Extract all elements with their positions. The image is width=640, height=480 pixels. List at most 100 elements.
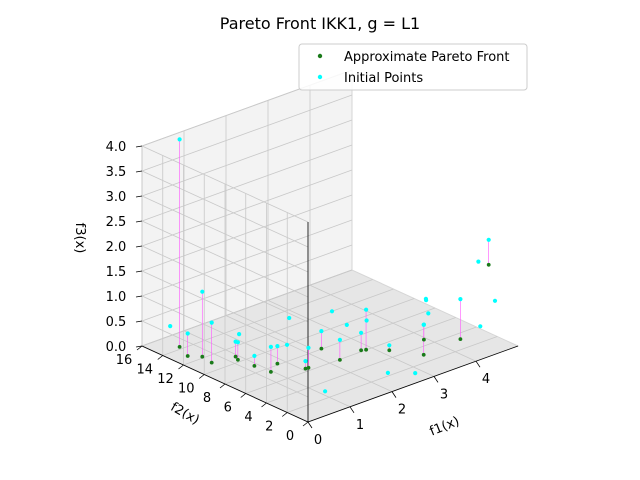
- y-tick-label: 4: [244, 410, 252, 425]
- grid-line-y: [224, 307, 436, 385]
- y-tick-label: 12: [157, 372, 174, 387]
- y-tick-label: 16: [116, 353, 133, 368]
- y-tick: [261, 402, 267, 408]
- grid-line-z: [141, 270, 309, 348]
- z-tick: [135, 270, 143, 273]
- initial-point: [458, 297, 463, 302]
- pareto-point: [209, 360, 214, 365]
- initial-point: [177, 137, 182, 142]
- z-tick-label: 1.0: [106, 290, 127, 305]
- initial-point: [385, 370, 390, 375]
- scatter-points: [168, 137, 498, 394]
- initial-point: [413, 371, 418, 376]
- initial-point: [275, 344, 280, 349]
- x-tick: [349, 406, 355, 414]
- grid-lines: [141, 69, 519, 423]
- legend-swatch-pareto: [317, 53, 323, 59]
- x-tick: [307, 421, 313, 429]
- grid-line-z: [141, 269, 353, 347]
- initial-point: [319, 329, 324, 334]
- grid-line-z: [141, 145, 309, 223]
- initial-point: [426, 311, 431, 316]
- pareto-point: [306, 365, 311, 370]
- y-tick-label: 10: [178, 382, 195, 397]
- grid-line-y: [245, 317, 456, 394]
- y-tick: [302, 421, 309, 427]
- z-tick-label: 4.0: [106, 140, 127, 155]
- initial-point: [235, 340, 240, 345]
- pareto-point: [422, 337, 426, 342]
- grid-line-y: [183, 288, 394, 366]
- y-tick: [178, 364, 184, 370]
- grid-line-z: [141, 295, 309, 373]
- y-tick: [136, 345, 143, 351]
- grid-line-z: [141, 119, 353, 197]
- grid-line-z: [141, 94, 353, 172]
- initial-point: [200, 289, 205, 294]
- initial-point: [359, 330, 364, 335]
- z-tick-label: 2.0: [106, 240, 127, 255]
- y-tick: [219, 383, 226, 389]
- legend-frame: [298, 43, 528, 91]
- tick-marks: 0123402468101214160.00.51.01.52.02.53.03…: [106, 140, 490, 448]
- pareto-point: [303, 366, 308, 371]
- pareto-point: [185, 354, 190, 358]
- x-axis-title: f1(x): [428, 414, 462, 439]
- initial-point: [364, 318, 369, 323]
- initial-point: [476, 259, 481, 264]
- pareto-point: [364, 347, 368, 352]
- initial-point: [329, 309, 335, 314]
- grid-line-z: [141, 220, 309, 298]
- y-tick-label: 8: [203, 391, 211, 406]
- axis-panes: [140, 69, 520, 423]
- z-axis-title: f3(x): [72, 223, 87, 254]
- y-axis-title: f2(x): [168, 400, 202, 428]
- z-tick: [135, 320, 143, 323]
- pareto-point: [319, 346, 324, 351]
- y-tick: [240, 393, 246, 398]
- pareto-point: [177, 345, 182, 349]
- grid-line-z: [141, 144, 353, 222]
- x-axis-line: [307, 345, 519, 423]
- z-tick: [135, 220, 143, 223]
- initial-point: [486, 237, 491, 242]
- legend-label-pareto: Approximate Pareto Front: [344, 50, 510, 65]
- x-tick: [433, 376, 439, 383]
- initial-point: [306, 345, 311, 350]
- pareto-point: [387, 348, 392, 353]
- legend-swatch-initial: [317, 74, 323, 80]
- grid-line-y: [204, 298, 415, 375]
- chart-title: Pareto Front IKK1, g = L1: [220, 14, 420, 33]
- initial-point: [303, 359, 308, 364]
- grid-line-y: [287, 336, 498, 413]
- legend: Approximate Pareto Front Initial Points: [298, 43, 528, 91]
- x-tick-label: 2: [398, 403, 406, 418]
- initial-point: [252, 353, 257, 358]
- z-tick-label: 3.0: [106, 190, 127, 205]
- initial-point: [284, 342, 290, 347]
- y-tick-label: 0: [286, 429, 294, 444]
- pareto-point: [338, 358, 342, 362]
- z-tick: [135, 195, 143, 198]
- y-tick-label: 2: [265, 420, 273, 435]
- z-tick-label: 0.5: [106, 315, 127, 330]
- pareto-point: [486, 262, 491, 267]
- pareto-point: [458, 337, 463, 341]
- x-tick: [475, 360, 481, 368]
- x-tick-label: 3: [440, 387, 448, 402]
- initial-point: [168, 324, 173, 329]
- initial-point: [323, 389, 328, 394]
- pareto-point: [359, 348, 363, 353]
- y-tick-label: 14: [136, 363, 153, 378]
- grid-line-z: [141, 219, 353, 297]
- pareto-point: [236, 357, 240, 362]
- x-tick-label: 4: [482, 372, 490, 387]
- z-tick-label: 0.0: [106, 340, 127, 355]
- grid-line-z: [141, 244, 353, 322]
- initial-point: [344, 322, 349, 327]
- initial-point: [478, 324, 483, 329]
- z-tick-label: 2.5: [106, 215, 127, 230]
- z-tick-label: 1.5: [106, 265, 127, 280]
- initial-point: [423, 296, 428, 301]
- grid-line-y: [162, 279, 373, 356]
